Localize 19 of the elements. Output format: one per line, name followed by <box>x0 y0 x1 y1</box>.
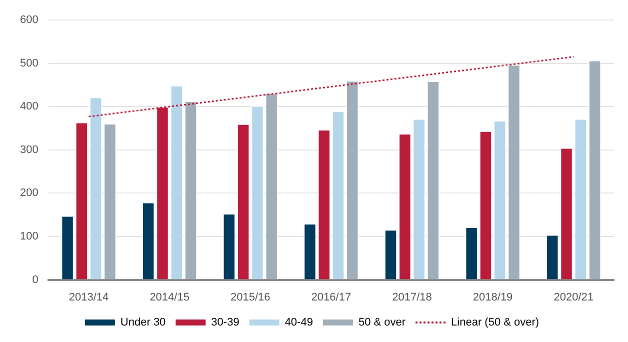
y-tick-label: 400 <box>20 100 38 113</box>
x-tick-label: 2013/14 <box>68 291 109 304</box>
x-tick-label: 2016/17 <box>311 291 352 304</box>
x-tick-label: 2020/21 <box>554 291 594 304</box>
legend-label: 50 & over <box>358 316 406 329</box>
y-tick-label: 200 <box>20 187 38 200</box>
legend-label: Under 30 <box>120 316 166 329</box>
legend-label: 30-39 <box>211 316 240 329</box>
legend-label: Linear (50 & over) <box>451 316 540 329</box>
y-tick-label: 0 <box>32 274 38 286</box>
y-tick-label: 500 <box>20 57 38 70</box>
legend-label: 40-49 <box>284 316 313 329</box>
y-tick-label: 100 <box>20 230 38 243</box>
x-tick-label: 2018/19 <box>472 291 513 304</box>
x-tick-label: 2017/18 <box>392 291 432 304</box>
y-tick-label: 300 <box>20 144 38 156</box>
x-tick-label: 2015/16 <box>230 291 270 304</box>
y-tick-label: 600 <box>20 14 38 26</box>
x-tick-label: 2014/15 <box>150 291 190 304</box>
